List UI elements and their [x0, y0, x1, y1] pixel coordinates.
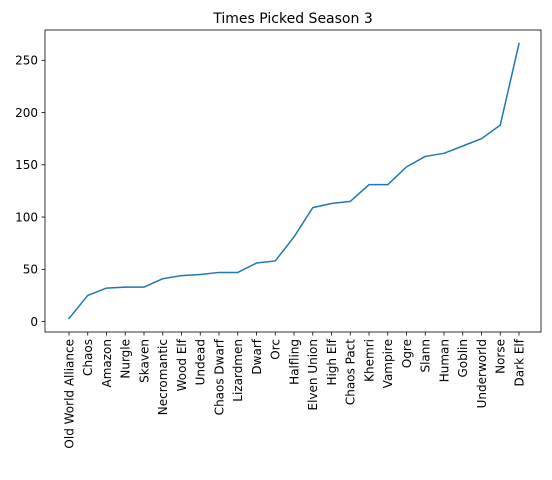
x-tick-label: Orc	[269, 339, 283, 360]
x-tick-label: Chaos Dwarf	[212, 338, 226, 415]
y-tick-label: 150	[15, 158, 38, 172]
x-tick-label: Vampire	[381, 339, 395, 388]
x-tick-label: Human	[437, 339, 451, 382]
x-tick-label: Chaos	[81, 339, 95, 376]
x-tick-label: Dwarf	[250, 338, 264, 374]
x-tick-label: Skaven	[137, 339, 151, 383]
x-tick-label: Dark Elf	[512, 338, 526, 386]
chart-title: Times Picked Season 3	[212, 11, 372, 27]
x-tick-label: Nurgle	[119, 339, 133, 379]
series-line	[67, 42, 520, 320]
x-tick-label: Old World Alliance	[62, 339, 76, 449]
x-tick-label: Underworld	[475, 339, 489, 408]
y-tick-label: 250	[15, 54, 38, 68]
x-tick-label: Undead	[194, 339, 208, 385]
x-tick-label: Lizardmen	[231, 339, 245, 402]
y-tick-label: 200	[15, 106, 38, 120]
x-tick-label: Goblin	[456, 339, 470, 378]
x-tick-label: High Elf	[325, 338, 339, 385]
x-tick-label: Halfling	[287, 339, 301, 385]
x-tick-label: Amazon	[100, 339, 114, 388]
plot-frame	[44, 29, 542, 333]
x-axis: Old World Alliance Chaos Amazon Nurgle Skave…	[62, 332, 526, 449]
x-tick-label: Wood Elf	[175, 338, 189, 391]
y-tick-label: 50	[23, 263, 38, 277]
y-axis: 0 50 100 150 200 250	[15, 54, 45, 329]
x-tick-label: Norse	[494, 339, 508, 374]
x-tick-label: Chaos Pact	[344, 339, 358, 405]
chart-marks	[67, 42, 520, 320]
y-tick-label: 0	[30, 315, 38, 329]
y-tick-label: 100	[15, 210, 38, 224]
x-tick-label: Ogre	[400, 339, 414, 368]
x-tick-label: Elven Union	[306, 339, 320, 411]
x-tick-label: Khemri	[362, 339, 376, 382]
x-tick-label: Slann	[419, 339, 433, 373]
x-tick-label: Necromantic	[156, 339, 170, 415]
